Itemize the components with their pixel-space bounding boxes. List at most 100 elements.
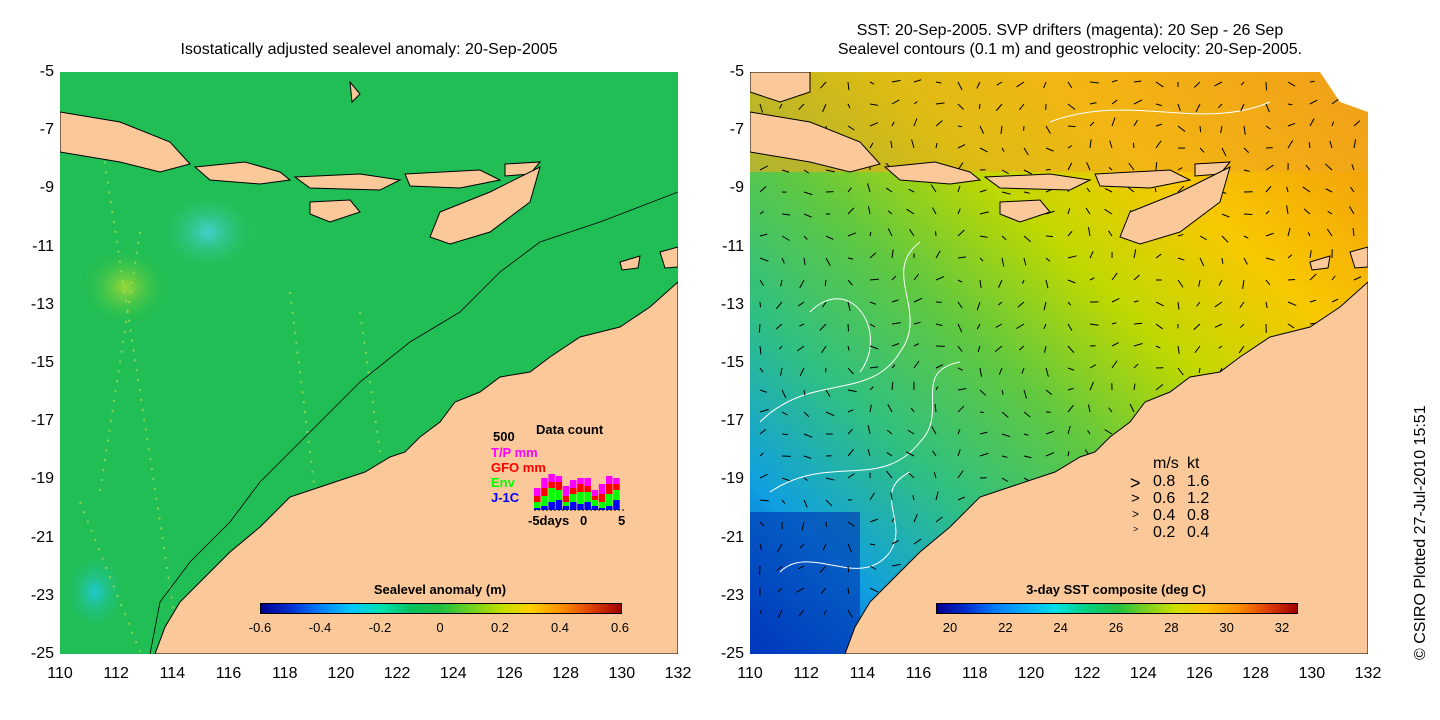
data-count-x-start: -5days [528, 513, 570, 528]
velocity-arrow [1286, 186, 1289, 193]
data-count-title: Data count [536, 422, 604, 437]
x-tick-label: 118 [961, 665, 988, 682]
velocity-arrow [1085, 207, 1091, 215]
velocity-legend-arrow: > [1131, 490, 1140, 507]
velocity-arrow [796, 345, 805, 352]
data-count-max-label: 500 [493, 429, 515, 444]
velocity-arrow [1218, 345, 1223, 349]
velocity-arrow [891, 275, 897, 281]
velocity-arrow [996, 81, 1003, 86]
velocity-arrow [885, 187, 893, 193]
velocity-arrow [1155, 253, 1162, 259]
velocity-arrow [869, 386, 874, 391]
velocity-arrow [933, 472, 937, 479]
velocity-legend-ms: 0.6 [1153, 490, 1176, 507]
velocity-arrow [803, 455, 812, 459]
x-tick-label: 130 [608, 665, 636, 682]
velocity-arrow [1067, 323, 1073, 331]
velocity-arrow [1133, 99, 1143, 105]
velocity-arrow [1067, 387, 1074, 391]
velocity-arrow [847, 473, 855, 479]
velocity-arrow [1086, 162, 1091, 171]
data-count-bar [591, 506, 599, 510]
velocity-arrow [1198, 279, 1201, 287]
velocity-arrow [869, 587, 879, 593]
velocity-arrow [1018, 345, 1025, 351]
velocity-arrow [957, 301, 963, 309]
velocity-arrow [847, 345, 850, 351]
velocity-arrow [1133, 274, 1140, 281]
velocity-arrow [759, 165, 769, 171]
velocity-arrow [957, 405, 965, 413]
velocity-arrow [931, 426, 937, 435]
colorbar-tick-label: 20 [942, 620, 958, 635]
velocity-arrow [1177, 257, 1185, 261]
data-count-bar [613, 484, 620, 490]
velocity-arrow [822, 543, 827, 551]
data-count-x-zero: 0 [580, 513, 588, 528]
velocity-arrow [759, 609, 762, 615]
velocity-arrow [759, 473, 768, 479]
velocity-arrow [798, 565, 805, 570]
velocity-arrow [1067, 345, 1075, 353]
velocity-arrow [1265, 164, 1274, 171]
velocity-arrow [1111, 79, 1118, 83]
velocity-arrow [1199, 257, 1205, 267]
velocity-arrow [847, 301, 851, 311]
data-count-bar [577, 484, 584, 492]
velocity-arrow [1353, 139, 1357, 149]
velocity-arrow [847, 409, 854, 413]
velocity-arrow [1287, 122, 1296, 127]
velocity-arrow [957, 81, 963, 91]
velocity-arrow [1329, 140, 1333, 149]
velocity-arrow [825, 389, 831, 397]
velocity-arrow [912, 495, 915, 501]
velocity-arrow [1265, 103, 1270, 113]
data-count-bar [555, 500, 563, 510]
data-count-inset: Data count 500 T/P mm GFO mm Env J-1C -5day… [488, 420, 638, 530]
velocity-arrow [798, 609, 805, 617]
velocity-arrow [908, 188, 915, 193]
velocity-arrow [1265, 301, 1268, 309]
velocity-arrow [1043, 323, 1047, 330]
velocity-arrow [1108, 230, 1113, 237]
velocity-arrow [1325, 188, 1333, 193]
data-count-bar [591, 496, 599, 500]
velocity-arrow [891, 322, 901, 325]
velocity-arrow [867, 449, 871, 457]
velocity-arrow [1221, 257, 1224, 264]
velocity-arrow [797, 301, 805, 307]
velocity-arrow [847, 448, 855, 457]
colorbar-tick-label: 0.2 [490, 620, 510, 635]
velocity-arrow [1193, 81, 1201, 88]
velocity-arrow [1177, 279, 1184, 288]
velocity-arrow [1045, 452, 1055, 457]
velocity-arrow [781, 389, 787, 399]
velocity-arrow [1133, 119, 1138, 127]
velocity-arrow [1067, 404, 1074, 413]
velocity-arrow [976, 323, 981, 330]
velocity-arrow [781, 213, 791, 216]
velocity-arrow [825, 411, 835, 417]
data-count-bar [562, 502, 570, 506]
island-chain [60, 80, 678, 271]
velocity-arrow [825, 477, 835, 481]
velocity-arrow [819, 323, 827, 331]
x-tick-label: 120 [327, 665, 355, 682]
velocity-arrow [799, 323, 805, 327]
velocity-arrow [1308, 142, 1311, 149]
velocity-arrow [935, 276, 945, 281]
y-tick-label: -23 [30, 586, 54, 604]
colorbar-tick-label: 26 [1108, 620, 1124, 635]
velocity-arrow [1109, 140, 1113, 149]
velocity-arrow [1199, 235, 1207, 241]
velocity-arrow [979, 211, 989, 215]
velocity-arrow [1111, 272, 1118, 281]
velocity-arrow [1043, 81, 1047, 89]
velocity-arrow [1194, 345, 1201, 354]
velocity-arrow [1132, 142, 1135, 149]
velocity-arrow [1243, 257, 1248, 265]
data-count-bar [577, 492, 584, 504]
velocity-arrow [803, 169, 810, 174]
velocity-arrow [759, 210, 764, 215]
